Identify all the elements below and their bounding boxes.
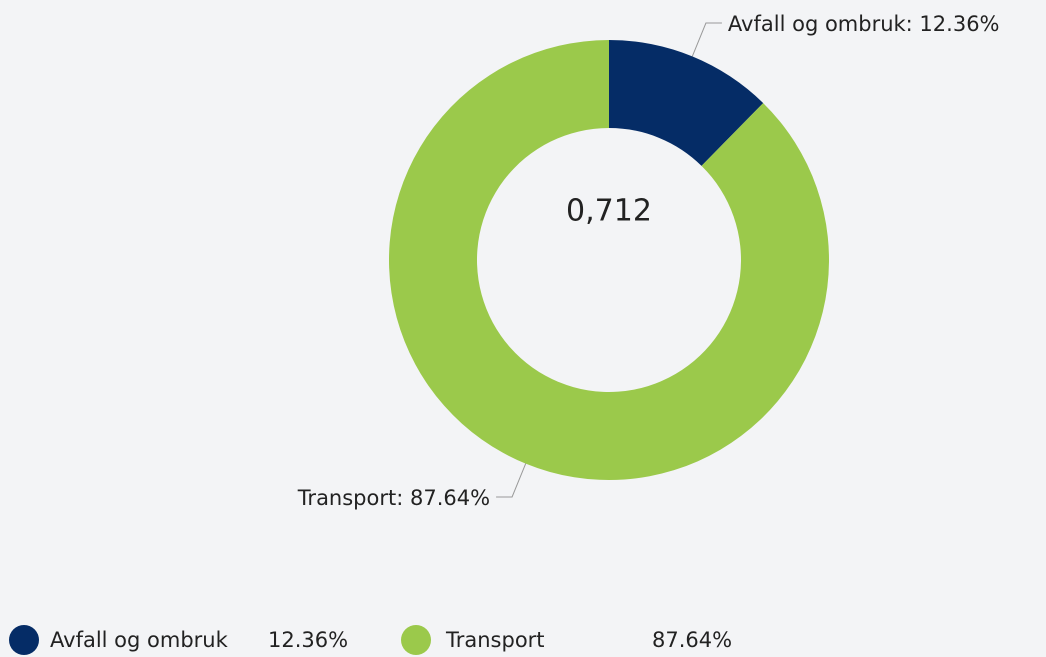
slice-label: Avfall og ombruk: 12.36%: [728, 12, 1000, 36]
legend-swatch: [9, 625, 39, 655]
legend-value: 12.36%: [268, 628, 348, 652]
donut-slice: [609, 40, 764, 166]
legend-label: Avfall og ombruk: [50, 628, 229, 652]
legend-value: 87.64%: [652, 628, 732, 652]
legend-label: Transport: [445, 628, 545, 652]
legend-swatch: [401, 625, 431, 655]
donut-slice: [388, 40, 829, 480]
callout-line: [496, 463, 527, 498]
slice-label: Transport: 87.64%: [297, 486, 490, 510]
center-label: 0,712: [566, 194, 652, 229]
callout-line: [691, 22, 722, 57]
